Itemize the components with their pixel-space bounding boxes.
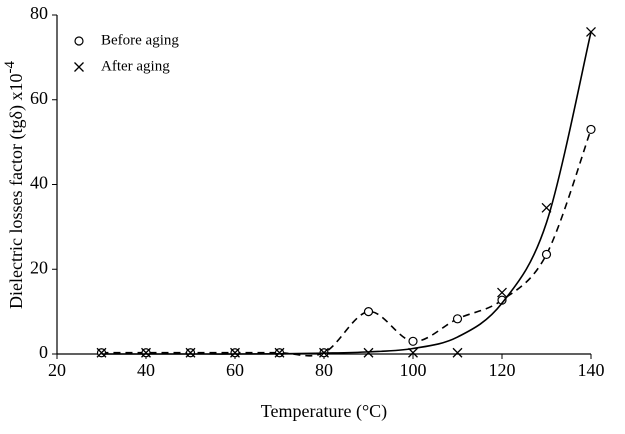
- legend-label: Before aging: [101, 32, 179, 48]
- y-axis-label-main: Dielectric losses factor (tgδ) x10: [6, 74, 27, 309]
- x-axis-label: Temperature (°C): [261, 401, 387, 422]
- x-tick-label: 20: [48, 360, 66, 380]
- x-tick-label: 100: [400, 360, 427, 380]
- curve: [101, 129, 592, 357]
- legend-marker: [74, 62, 84, 72]
- point: [185, 347, 196, 358]
- x-tick-label: 40: [137, 360, 155, 380]
- y-tick-label: 80: [30, 3, 48, 23]
- point: [497, 287, 507, 298]
- point: [96, 347, 107, 358]
- point: [363, 307, 374, 317]
- y-tick-label: 20: [30, 257, 48, 277]
- y-tick-label: 60: [30, 88, 48, 108]
- y-tick-label: 40: [30, 173, 48, 193]
- point: [408, 347, 418, 358]
- point: [541, 202, 552, 213]
- point: [141, 347, 151, 358]
- point: [541, 249, 552, 260]
- point: [363, 347, 374, 358]
- curve: [101, 31, 592, 355]
- point: [319, 347, 329, 358]
- y-axis-label: Dielectric losses factor (tgδ) x10-4: [2, 61, 27, 309]
- legend-label: After aging: [101, 58, 170, 74]
- y-axis-label-exponent: -4: [2, 61, 18, 74]
- point: [586, 26, 596, 37]
- point: [452, 347, 463, 358]
- x-tick-label: 60: [226, 360, 244, 380]
- legend-marker: [74, 36, 84, 46]
- x-tick-label: 120: [489, 360, 516, 380]
- point: [452, 314, 463, 324]
- point: [408, 336, 418, 346]
- x-tick-label: 140: [578, 360, 605, 380]
- point: [274, 347, 285, 358]
- point: [230, 347, 240, 358]
- legend-entry: After aging: [74, 58, 170, 74]
- point: [586, 124, 596, 135]
- legend-entry: Before aging: [74, 32, 179, 48]
- x-tick-label: 80: [315, 360, 333, 380]
- y-tick-label: 0: [39, 342, 48, 362]
